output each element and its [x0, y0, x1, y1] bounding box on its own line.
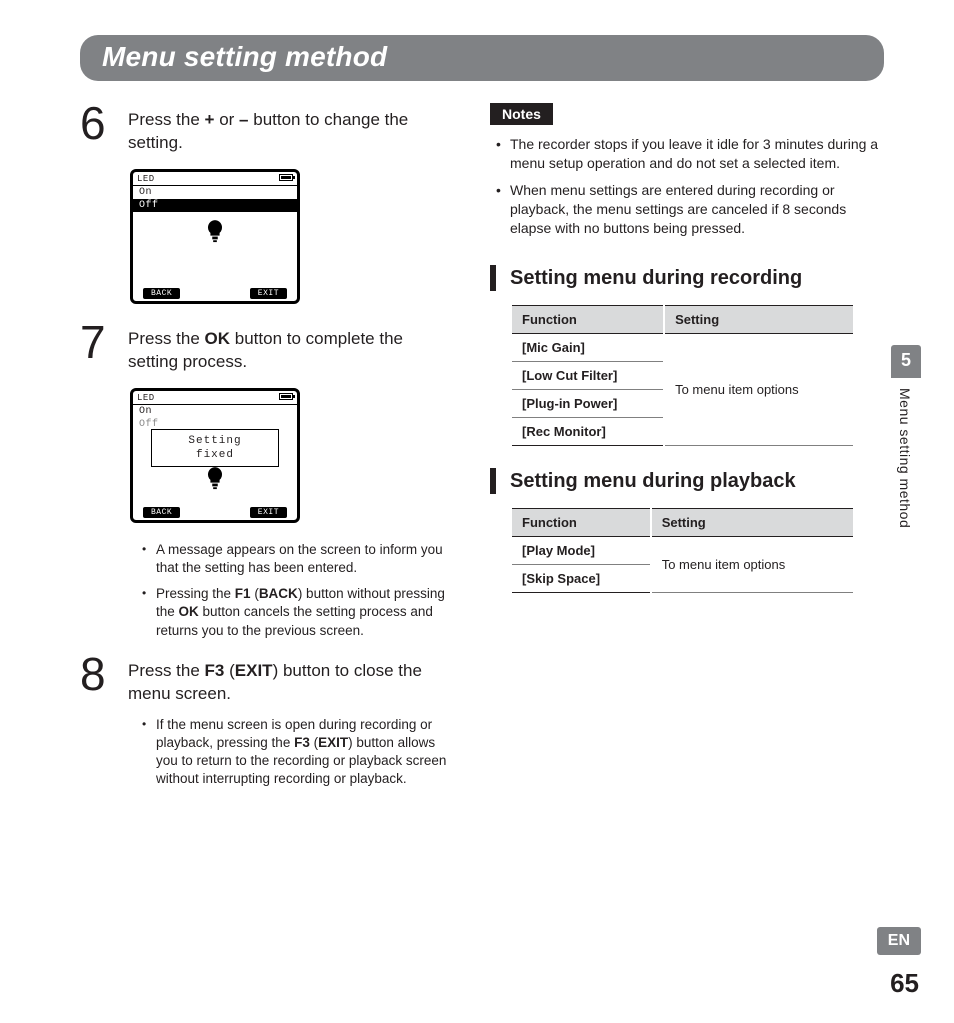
list-item: If the menu screen is open during record…	[140, 716, 450, 789]
step8-notes: If the menu screen is open during record…	[140, 716, 450, 789]
notes-list: The recorder stops if you leave it idle …	[490, 135, 884, 237]
chapter-number: 5	[891, 345, 921, 378]
lcd-title: LED	[137, 174, 155, 184]
th-function: Function	[511, 509, 651, 537]
list-item: A message appears on the screen to infor…	[140, 541, 450, 577]
lcd-title: LED	[137, 393, 155, 403]
step-number: 6	[80, 103, 114, 144]
th-setting: Setting	[651, 509, 854, 537]
section-recording-head: Setting menu during recording	[490, 265, 884, 291]
battery-icon	[279, 393, 293, 400]
bulb-icon	[133, 212, 297, 253]
lcd-option-off: Off	[133, 199, 297, 212]
notes-label: Notes	[490, 103, 553, 125]
lcd-back-btn: BACK	[143, 507, 180, 518]
chapter-label: Menu setting method	[891, 378, 919, 538]
step-6: 6 Press the + or – button to change the …	[80, 103, 450, 155]
language-badge: EN	[877, 927, 921, 955]
list-item: When menu settings are entered during re…	[490, 181, 884, 238]
th-setting: Setting	[664, 306, 854, 334]
step-7: 7 Press the OK button to complete the se…	[80, 322, 450, 374]
step-text: Press the + or – button to change the se…	[128, 103, 450, 155]
lcd-option-on: On	[133, 186, 297, 199]
step-number: 7	[80, 322, 114, 363]
table-playback: Function Setting [Play Mode]To menu item…	[510, 508, 855, 593]
list-item: Pressing the F1 (BACK) button without pr…	[140, 585, 450, 640]
lcd-exit-btn: EXIT	[250, 288, 287, 299]
step-8: 8 Press the F3 (EXIT) button to close th…	[80, 654, 450, 706]
page-number: 65	[890, 968, 919, 999]
list-item: The recorder stops if you leave it idle …	[490, 135, 884, 173]
section-playback-head: Setting menu during playback	[490, 468, 884, 494]
step-number: 8	[80, 654, 114, 695]
lcd-popup: Setting fixed	[151, 429, 279, 468]
step-text: Press the OK button to complete the sett…	[128, 322, 450, 374]
lcd-screen-step7: LED On Off Setting fixed BACK EXIT	[130, 388, 300, 523]
section-title: Setting menu during recording	[510, 267, 802, 290]
section-bar	[490, 265, 496, 291]
battery-icon	[279, 174, 293, 181]
page-title: Menu setting method	[102, 41, 862, 73]
table-recording: Function Setting [Mic Gain]To menu item …	[510, 305, 855, 446]
lcd-back-btn: BACK	[143, 288, 180, 299]
th-function: Function	[511, 306, 664, 334]
section-bar	[490, 468, 496, 494]
step-text: Press the F3 (EXIT) button to close the …	[128, 654, 450, 706]
table-row: [Mic Gain]To menu item options	[511, 334, 854, 362]
page-title-bar: Menu setting method	[80, 35, 884, 81]
lcd-screen-step6: LED On Off BACK EXIT	[130, 169, 300, 304]
section-title: Setting menu during playback	[510, 470, 796, 493]
lcd-exit-btn: EXIT	[250, 507, 287, 518]
step7-notes: A message appears on the screen to infor…	[140, 541, 450, 640]
lcd-option-on: On	[133, 405, 297, 418]
table-row: [Play Mode]To menu item options	[511, 537, 854, 565]
side-tab: 5 Menu setting method	[891, 345, 921, 538]
